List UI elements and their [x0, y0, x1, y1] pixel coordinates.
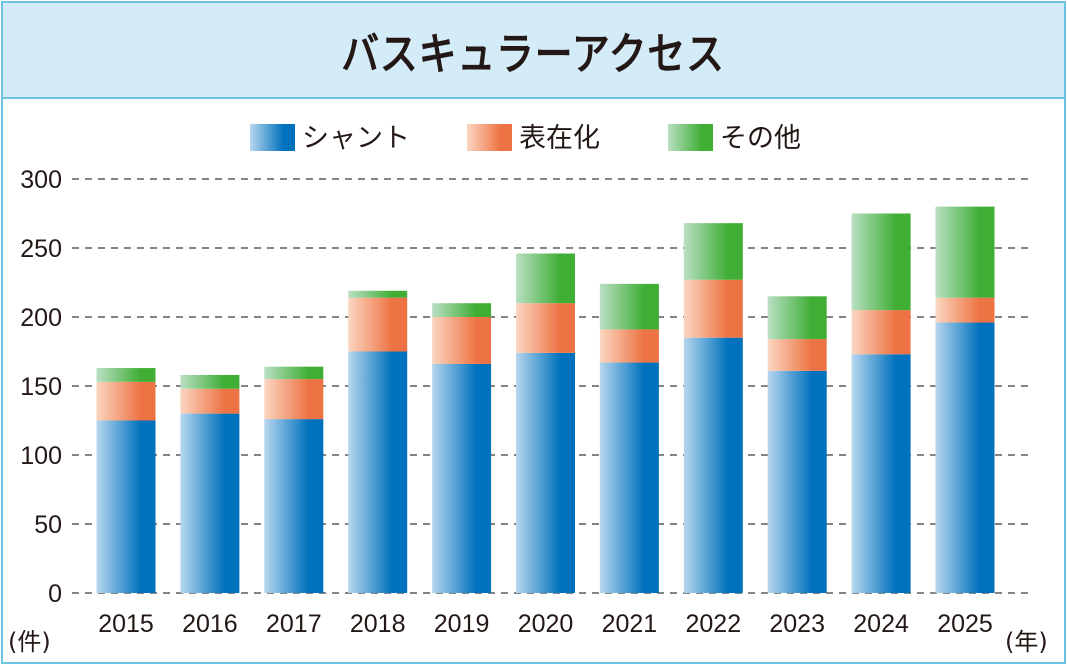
x-tick-label: 2020	[518, 610, 574, 638]
bar-segment	[432, 363, 492, 593]
y-axis-ticks: 0 50 100 150 200 250 300	[20, 166, 62, 608]
y-tick-label: 300	[20, 166, 62, 194]
bar-segment	[96, 420, 156, 593]
bar-segment	[767, 370, 827, 593]
y-axis-unit-label: (件)	[8, 628, 51, 656]
bar-segment	[96, 368, 156, 382]
bar-segment	[264, 366, 324, 380]
bar-group-2023	[767, 296, 827, 593]
bar-group-2020	[516, 253, 575, 593]
legend-label-2: 表在化	[519, 123, 600, 154]
title-bar: バスキュラーアクセス	[3, 3, 1064, 99]
x-tick-label: 2023	[769, 610, 825, 638]
x-tick-label: 2021	[602, 610, 658, 638]
bar-segment	[851, 354, 911, 593]
y-tick-label: 50	[34, 511, 62, 539]
bar-group-2019	[432, 303, 492, 593]
bar-segment	[935, 206, 995, 298]
legend: シャント 表在化 その他	[250, 123, 801, 154]
bar-segment	[851, 213, 911, 311]
bar-segment	[599, 362, 659, 593]
bar-segment	[432, 317, 492, 364]
bar-segment	[432, 303, 492, 317]
x-axis-ticks: 2015 2016 2017 2018 2019 2020 2021 2022 2023 2024…	[98, 610, 993, 638]
bar-segment	[180, 413, 240, 593]
y-tick-label: 200	[20, 304, 62, 332]
legend-label-3: その他	[720, 123, 801, 154]
legend-swatch-1	[250, 124, 295, 151]
bar-group-2017	[264, 366, 324, 593]
bar-group-2024	[851, 213, 911, 593]
bar-segment	[516, 352, 575, 593]
bar-segment	[264, 419, 324, 593]
x-tick-label: 2016	[182, 610, 238, 638]
bar-group-2018	[348, 290, 408, 593]
bar-segment	[516, 253, 575, 304]
x-tick-label: 2017	[266, 610, 322, 638]
bar-group-2016	[180, 374, 240, 593]
x-axis-unit-label: (年)	[1005, 628, 1048, 656]
bar-segment	[180, 388, 240, 414]
bar-segment	[851, 310, 911, 355]
bar-segment	[516, 303, 575, 353]
bar-segment	[599, 283, 659, 330]
bar-segment	[599, 329, 659, 363]
bar-segment	[683, 223, 743, 280]
bar-segment	[348, 297, 408, 352]
bar-segment	[264, 379, 324, 420]
x-tick-label: 2018	[350, 610, 406, 638]
bar-group-2015	[96, 368, 156, 593]
x-tick-label: 2022	[685, 610, 741, 638]
x-tick-label: 2024	[853, 610, 909, 638]
bar-segment	[767, 296, 827, 340]
legend-label-1: シャント	[302, 123, 410, 154]
bar-segment	[96, 381, 156, 421]
bar-segment	[348, 351, 408, 593]
bar-segment	[180, 374, 240, 389]
bar-group-2022	[683, 223, 743, 593]
bars	[96, 206, 995, 593]
bar-group-2021	[599, 283, 659, 593]
bar-segment	[348, 290, 408, 298]
y-tick-label: 150	[20, 373, 62, 401]
x-tick-label: 2019	[434, 610, 490, 638]
legend-swatch-3	[668, 124, 713, 151]
chart-title: バスキュラーアクセス	[341, 29, 726, 80]
y-tick-label: 100	[20, 442, 62, 470]
bar-segment	[767, 339, 827, 371]
bar-segment	[683, 279, 743, 338]
bar-segment	[935, 322, 995, 593]
x-tick-label: 2025	[937, 610, 993, 638]
y-tick-label: 0	[48, 580, 62, 608]
bar-segment	[683, 337, 743, 593]
bar-group-2025	[935, 206, 995, 593]
x-tick-label: 2015	[98, 610, 154, 638]
legend-swatch-2	[467, 124, 512, 151]
bar-segment	[935, 297, 995, 323]
y-tick-label: 250	[20, 235, 62, 263]
